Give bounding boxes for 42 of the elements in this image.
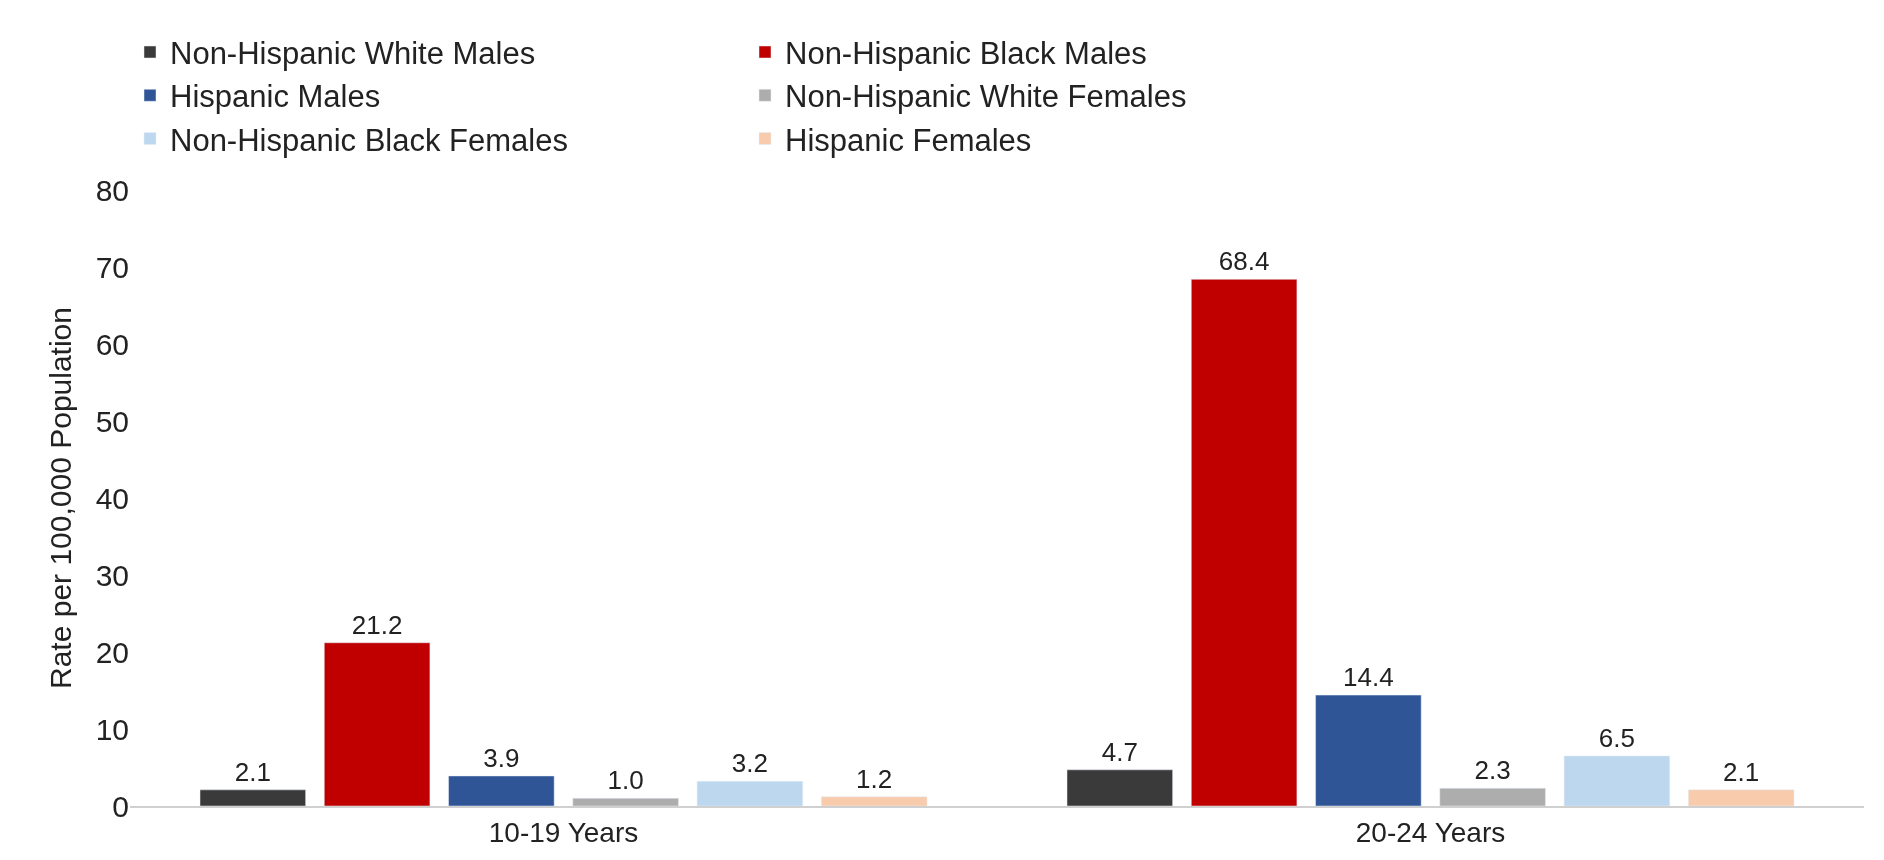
y-tick-label: 50 [95,404,129,438]
bar [324,642,431,806]
y-tick-label: 70 [95,250,129,284]
bar [572,798,679,806]
bar [1315,694,1422,806]
data-label: 1.0 [607,765,644,796]
y-tick-label: 0 [112,789,129,823]
data-label: 2.1 [1723,756,1760,787]
legend-label: Non-Hispanic White Males [170,36,536,72]
bar [1563,755,1670,806]
legend-label: Non-Hispanic White Females [785,79,1187,115]
legend-label: Hispanic Females [785,122,1032,158]
bar [696,781,803,806]
y-tick-label: 20 [95,635,129,669]
data-label: 21.2 [351,609,403,640]
y-tick-label: 80 [95,173,129,207]
data-label: 6.5 [1598,722,1635,753]
bar [821,796,928,806]
data-label: 14.4 [1343,662,1394,693]
bar [1688,789,1795,806]
data-label: 4.7 [1101,736,1138,767]
data-label: 3.9 [483,742,520,773]
data-label: 2.1 [234,756,271,787]
y-axis-title: Rate per 100,000 Population [43,307,77,689]
bar [199,789,306,806]
data-label: 3.2 [731,748,768,779]
bar [1066,769,1173,806]
y-tick-label: 40 [95,481,129,515]
legend-label: Non-Hispanic Black Females [170,122,568,158]
bar [1439,788,1546,806]
legend-label: Hispanic Males [170,79,381,115]
x-tick-label: 10-19 Years [488,816,639,848]
x-tick-label: 20-24 Years [1355,816,1506,848]
data-label: 2.3 [1474,755,1511,786]
y-tick-label: 10 [95,712,129,746]
data-label: 68.4 [1218,246,1270,277]
bar [1191,279,1298,806]
legend-label: Non-Hispanic Black Males [785,36,1147,72]
bar [448,775,555,806]
y-tick-label: 60 [95,327,129,361]
y-tick-label: 30 [95,558,129,592]
data-label: 1.2 [856,763,893,794]
